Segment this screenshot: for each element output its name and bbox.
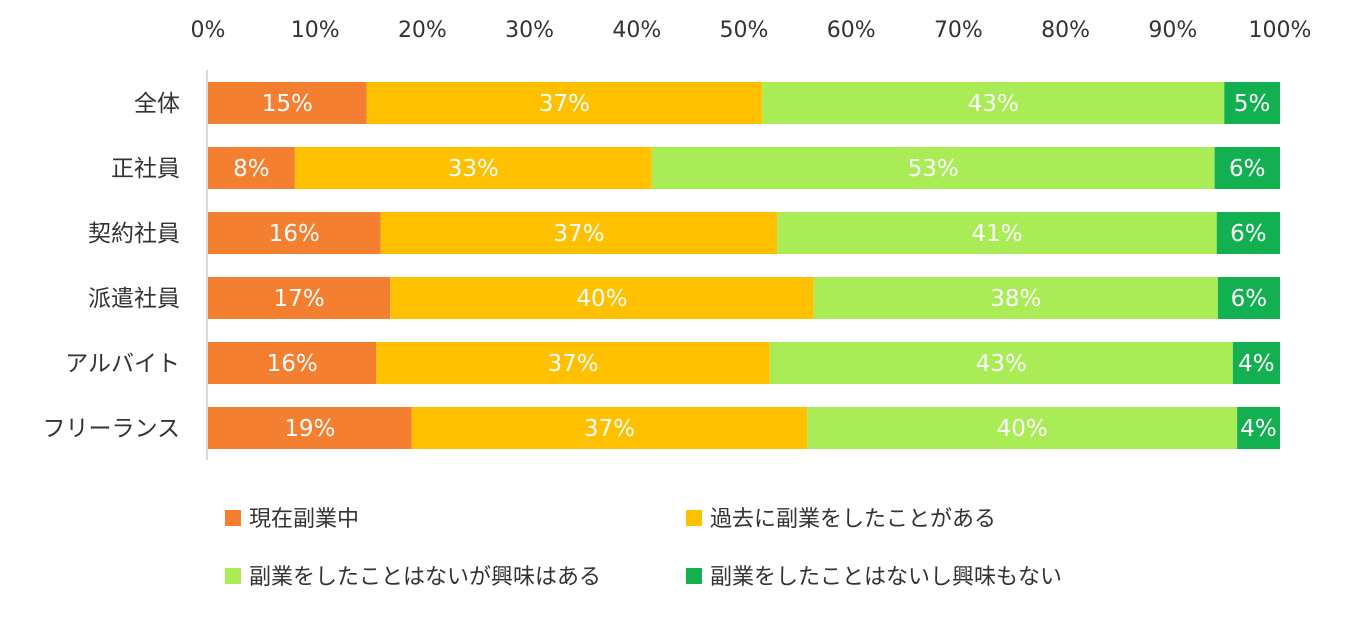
x-tick-label: 20%: [398, 18, 447, 43]
data-label: 4%: [1238, 351, 1275, 377]
bar-segment: [813, 277, 1218, 319]
category-label: 全体: [134, 91, 180, 117]
x-tick-label: 10%: [291, 18, 340, 43]
bar-segment: [390, 277, 814, 319]
data-label: 8%: [233, 156, 270, 182]
data-label: 33%: [448, 156, 499, 182]
bar-segment: [208, 342, 377, 384]
data-label: 40%: [576, 286, 627, 312]
category-label: 派遣社員: [88, 286, 180, 312]
x-tick-label: 90%: [1148, 18, 1197, 43]
data-label: 37%: [539, 91, 590, 117]
data-label: 6%: [1229, 156, 1266, 182]
x-tick-label: 40%: [612, 18, 661, 43]
bar-segment: [411, 407, 808, 449]
data-label: 43%: [976, 351, 1027, 377]
data-label: 37%: [584, 416, 635, 442]
data-label: 43%: [968, 91, 1019, 117]
category-label: 正社員: [111, 156, 180, 182]
x-tick-label: 80%: [1041, 18, 1090, 43]
data-label: 37%: [553, 221, 604, 247]
legend-swatch: [225, 568, 241, 584]
bar-segment: [1217, 277, 1280, 319]
bar-segment: [376, 342, 770, 384]
bar-segment: [807, 407, 1238, 449]
bar-segment: [762, 82, 1225, 124]
bar-segment: [380, 212, 778, 254]
bar-segment: [208, 147, 295, 189]
data-label: 19%: [284, 416, 335, 442]
legend-swatch: [686, 510, 702, 526]
data-label: 16%: [267, 351, 318, 377]
data-label: 15%: [262, 91, 313, 117]
legend-label: 過去に副業をしたことがある: [710, 507, 996, 532]
bar-segment: [1214, 147, 1280, 189]
x-tick-label: 50%: [720, 18, 769, 43]
x-tick-label: 100%: [1249, 18, 1312, 43]
data-label: 5%: [1234, 91, 1271, 117]
data-label: 40%: [997, 416, 1048, 442]
category-label: アルバイト: [65, 351, 180, 377]
bar-segment: [769, 342, 1233, 384]
data-label: 6%: [1231, 286, 1268, 312]
data-label: 37%: [547, 351, 598, 377]
bar-segment: [1232, 342, 1280, 384]
bar-segment: [294, 147, 652, 189]
legend-swatch: [686, 568, 702, 584]
data-label: 41%: [971, 221, 1022, 247]
bar-segment: [208, 212, 381, 254]
bar-segment: [208, 407, 412, 449]
legend-label: 現在副業中: [249, 507, 359, 532]
bar-segment: [208, 277, 391, 319]
x-tick-label: 60%: [827, 18, 876, 43]
x-tick-label: 70%: [934, 18, 983, 43]
data-label: 53%: [908, 156, 959, 182]
data-label: 4%: [1240, 416, 1277, 442]
bar-segment: [777, 212, 1217, 254]
data-label: 38%: [990, 286, 1041, 312]
data-label: 17%: [274, 286, 325, 312]
bar-segment: [208, 82, 367, 124]
legend-label: 副業をしたことはないが興味はある: [249, 565, 601, 590]
x-tick-label: 30%: [505, 18, 554, 43]
data-label: 6%: [1230, 221, 1267, 247]
bar-segment: [366, 82, 763, 124]
data-label: 16%: [269, 221, 320, 247]
legend-label: 副業をしたことはないし興味もない: [710, 565, 1062, 590]
legend-swatch: [225, 510, 241, 526]
bar-segment: [651, 147, 1215, 189]
bar-segment: [1237, 407, 1280, 449]
bar-segment: [1224, 82, 1280, 124]
bar-segment: [1216, 212, 1280, 254]
category-label: 契約社員: [88, 221, 180, 247]
x-tick-label: 0%: [191, 18, 226, 43]
category-label: フリーランス: [42, 416, 180, 442]
